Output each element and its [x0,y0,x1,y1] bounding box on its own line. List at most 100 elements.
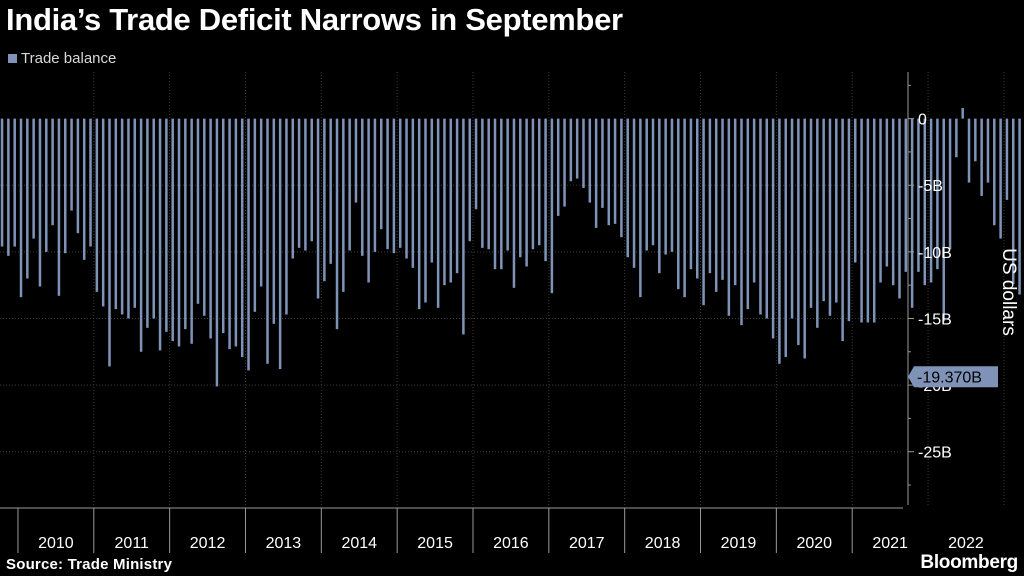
x-tick-label: 2012 [190,535,226,552]
bloomberg-logo: Bloomberg [920,552,1018,573]
bar [828,118,832,316]
legend-label: Trade balance [21,50,117,67]
bar [538,118,541,246]
bar [740,118,743,326]
bar [323,118,326,282]
bar [89,118,92,247]
bar [398,118,402,248]
bar [816,118,819,328]
bar [835,118,838,303]
x-tick-label: 2010 [38,535,74,552]
bar [19,118,23,298]
bar [626,118,629,258]
bar [531,118,535,250]
bar [550,118,554,294]
bar [696,118,699,279]
bar [342,118,345,292]
bar [114,118,118,310]
bar [380,118,383,230]
bar [563,118,566,207]
bar [32,118,35,239]
bar [582,118,585,188]
bar [872,118,876,323]
bar [841,118,844,342]
bar [152,118,155,319]
bar [639,118,642,298]
bar [790,118,794,319]
bar [702,118,705,306]
bar [500,118,503,270]
bar [677,118,680,290]
bar [904,118,908,272]
x-tick-label: 2018 [645,535,681,552]
y-tick-label: -15B [918,311,952,328]
bar [228,118,231,350]
bar [967,118,971,183]
bar [569,118,573,182]
bar [361,118,364,256]
bar [822,118,825,302]
x-tick-label: 2011 [115,535,150,552]
bar [1018,118,1021,295]
bar [436,118,440,308]
bar [594,118,598,228]
y-tick-label: -10B [918,245,952,262]
bar [525,118,528,267]
bar [177,118,181,347]
last-value-label-box [908,366,998,388]
bar [297,118,301,248]
bar [601,118,604,208]
bar [765,118,769,319]
bar [329,118,332,264]
bar [108,118,111,367]
bar [57,118,61,296]
bar [519,118,522,258]
bar [860,118,863,323]
bar [689,118,693,270]
chart-title: India’s Trade Deficit Narrows in Septemb… [6,2,623,37]
bar [588,118,592,203]
x-tick-label: 2016 [493,535,529,552]
bar [278,118,282,370]
bar [240,118,244,358]
source-note: Source: Trade Ministry [6,556,173,573]
x-tick-label: 2021 [872,535,908,552]
bar [70,118,73,211]
bar [733,118,737,286]
bar [38,118,42,287]
bar [607,118,611,226]
bar [481,118,484,248]
bar [771,118,775,339]
bar [455,118,459,274]
bar [999,118,1002,239]
y-tick-label: -5B [918,178,943,195]
bar [942,118,945,322]
bar [797,118,800,346]
bar [139,118,143,352]
y-tick-label: 0 [918,112,927,129]
bar [373,118,377,252]
y-axis-title: US dollars [998,248,1019,336]
bar [752,118,756,283]
bar [165,118,168,332]
bar [146,118,149,328]
bar [272,118,276,324]
bar [986,118,990,183]
bar [544,118,547,262]
bar [683,118,686,298]
bar [367,118,370,283]
bar [651,118,655,246]
bar [386,118,389,250]
bar [392,118,396,254]
bar [285,118,288,315]
bar [120,118,124,315]
bar [923,118,927,286]
bar [209,118,212,339]
bar [866,118,870,323]
bar [727,118,731,316]
bar [632,118,636,268]
bar [974,118,977,162]
legend-swatch [8,54,17,63]
bar [462,118,465,335]
bar [885,118,889,267]
